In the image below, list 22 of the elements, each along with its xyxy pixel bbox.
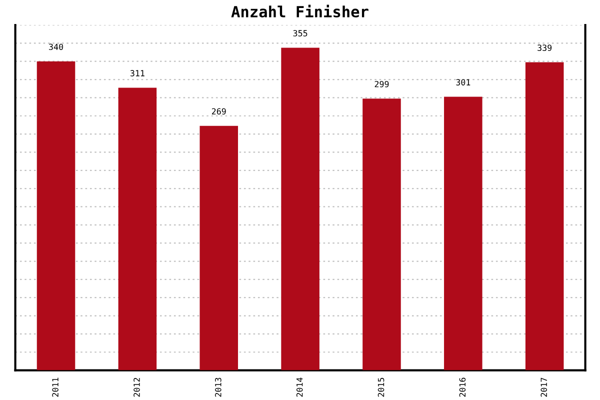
bar [525, 62, 564, 370]
bar [200, 126, 238, 370]
chart-title: Anzahl Finisher [231, 4, 368, 18]
x-tick-label: 2014 [296, 378, 303, 397]
data-label: 339 [538, 44, 552, 51]
data-label: 301 [456, 79, 470, 86]
data-label: 355 [293, 30, 308, 36]
data-label: 299 [374, 80, 389, 88]
data-label: 269 [212, 108, 226, 115]
x-tick-label: 2016 [459, 378, 466, 397]
x-tick-label: 2017 [540, 378, 548, 397]
bar [444, 96, 482, 370]
x-tick-label: 2011 [52, 378, 58, 397]
bar [362, 98, 401, 370]
bar [118, 88, 157, 370]
data-label: 340 [49, 44, 63, 50]
x-tick-label: 2015 [378, 378, 384, 397]
data-label: 311 [130, 70, 144, 76]
bar [36, 61, 76, 370]
x-tick-label: 2013 [215, 378, 222, 397]
x-tick-label: 2012 [134, 378, 140, 397]
bar [281, 48, 320, 370]
